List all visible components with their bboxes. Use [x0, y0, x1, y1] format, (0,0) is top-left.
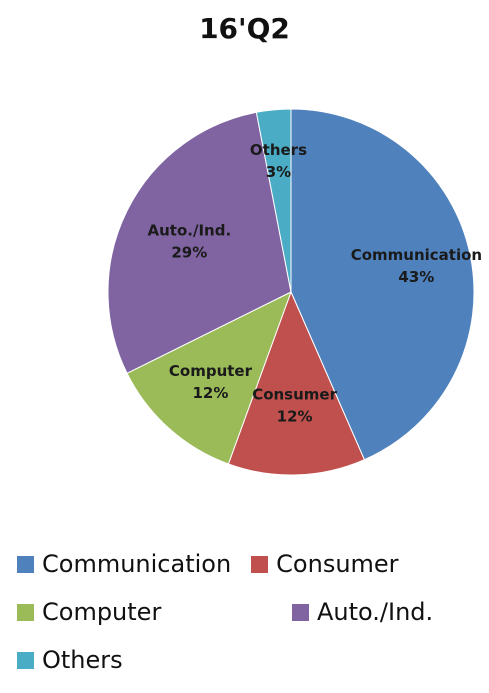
legend-label-others: Others [42, 646, 123, 674]
slice-value-label-auto-ind: 29% [171, 244, 207, 262]
pie-chart: Communication 43% Consumer 12% Computer 12% Au… [107, 108, 483, 476]
slice-value-label-computer: 12% [193, 384, 229, 402]
pie-slice-labels: Communication 43% Consumer 12% Computer 12% Au… [148, 141, 483, 426]
slice-value-label-others: 3% [266, 163, 291, 181]
legend-row: Others [17, 636, 487, 684]
slice-category-label-computer: Computer [169, 362, 253, 380]
legend-item-computer: Computer [17, 598, 292, 626]
legend-item-others: Others [17, 646, 123, 674]
pie-slices [107, 108, 475, 476]
legend-swatch-consumer [251, 555, 269, 573]
legend-label-auto-ind: Auto./Ind. [317, 598, 434, 626]
pie-slice-computer [126, 290, 292, 465]
legend-item-communication: Communication [17, 550, 231, 578]
legend-swatch-auto-ind [292, 603, 309, 621]
pie-slice-others [255, 108, 292, 293]
legend-label-communication: Communication [42, 550, 232, 578]
pie-slice-auto-ind [107, 111, 292, 374]
slice-value-label-consumer: 12% [277, 407, 313, 425]
chart-legend: Communication Consumer Computer Auto./In… [17, 540, 487, 684]
legend-item-consumer: Consumer [251, 550, 399, 578]
legend-row: Communication Consumer [17, 540, 487, 588]
pie-slice-consumer [227, 290, 366, 476]
legend-row: Computer Auto./Ind. [17, 588, 487, 636]
legend-label-consumer: Consumer [276, 550, 399, 578]
slice-category-label-auto-ind: Auto./Ind. [148, 222, 232, 240]
legend-swatch-communication [17, 555, 34, 573]
slice-category-label-communication: Communication [351, 246, 482, 264]
pie-slice-communication [290, 108, 475, 461]
slice-category-label-others: Others [250, 141, 307, 159]
legend-swatch-others [17, 651, 34, 669]
slice-value-label-communication: 43% [398, 268, 434, 286]
legend-item-auto-ind: Auto./Ind. [292, 598, 433, 626]
chart-title: 16'Q2 [199, 12, 290, 45]
legend-swatch-computer [17, 603, 34, 621]
slice-category-label-consumer: Consumer [252, 385, 337, 403]
legend-label-computer: Computer [42, 598, 162, 626]
